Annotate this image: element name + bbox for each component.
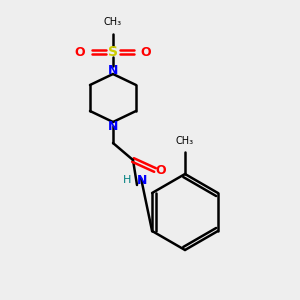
Text: CH₃: CH₃ xyxy=(176,136,194,146)
Text: O: O xyxy=(141,46,151,59)
Text: N: N xyxy=(137,173,147,187)
Text: N: N xyxy=(108,119,118,133)
Text: O: O xyxy=(156,164,166,176)
Text: N: N xyxy=(108,64,118,76)
Text: S: S xyxy=(108,45,118,59)
Text: O: O xyxy=(75,46,85,59)
Text: H: H xyxy=(123,175,131,185)
Text: CH₃: CH₃ xyxy=(104,17,122,27)
